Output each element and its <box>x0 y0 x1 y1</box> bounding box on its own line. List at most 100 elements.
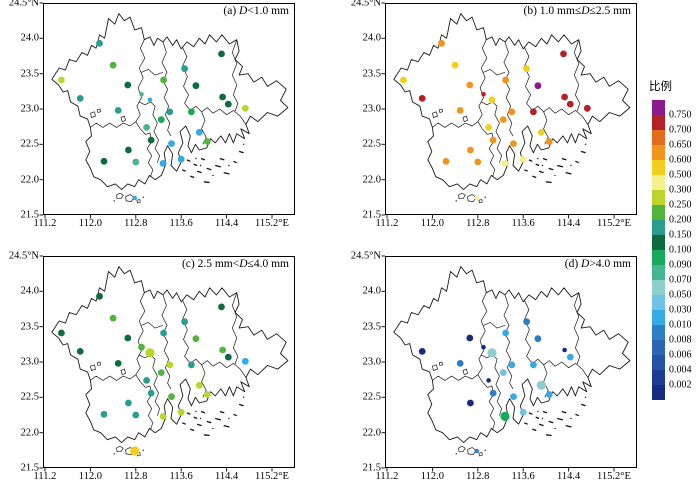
colorbar-segment-emerald <box>652 250 665 265</box>
colorbar-tick-label: 0.100 <box>669 244 692 256</box>
map-island-dot <box>455 453 457 455</box>
map-islet <box>96 108 102 113</box>
station-dot <box>467 146 474 154</box>
colorbar-tick-label: 0.250 <box>669 199 692 211</box>
panel-c-title-pre: (c) 2.5 mm< <box>181 258 240 270</box>
colorbar-segment-blue <box>652 325 665 340</box>
map-city-boundary <box>90 121 137 128</box>
colorbar-tick-label: 0.030 <box>669 304 692 316</box>
y-tick-label: 24.0 <box>362 285 381 297</box>
map-island-dash <box>557 417 564 421</box>
map-island-dash <box>532 175 537 179</box>
station-dot <box>537 128 545 136</box>
map-island-dot <box>570 164 572 167</box>
y-tick-label: 23.0 <box>20 103 39 115</box>
station-dot <box>456 360 464 367</box>
map-city-boundary <box>161 294 172 390</box>
map-island-dot <box>484 449 486 451</box>
panel-c-title-d: D <box>239 258 248 270</box>
colorbar-segment-darkblue <box>652 370 665 385</box>
map-island-dash <box>203 434 210 437</box>
colorbar-tick-label: 0.004 <box>669 364 692 376</box>
map-city-boundary <box>231 39 239 112</box>
station-dot <box>100 157 108 165</box>
map-islet <box>462 115 469 123</box>
map-city-boundary <box>181 299 247 378</box>
station-dot <box>510 393 517 400</box>
station-dot <box>466 81 474 89</box>
x-tick-label: 113.6 <box>511 218 535 229</box>
map-city-boundary <box>141 69 164 76</box>
colorbar-tick-label: 0.500 <box>669 169 692 181</box>
panel-a-title: (a) D<1.0 mm <box>223 5 289 17</box>
station-dot <box>203 391 211 398</box>
map-city-boundary <box>135 121 154 177</box>
map-islet <box>467 447 477 455</box>
panel-d: (d) D>4.0 mm 111.2 112.0 112.8 113.6 114.4 11… <box>351 251 637 482</box>
map-island-dot <box>199 417 202 420</box>
station-dot <box>114 107 122 114</box>
y-tick-label: 24.5°N <box>350 0 381 9</box>
station-dot <box>218 303 225 311</box>
map-island-dash <box>182 169 186 172</box>
station-dot <box>530 108 537 116</box>
map-islet <box>458 445 466 453</box>
map-island-dot <box>584 396 587 398</box>
map-island-dash <box>200 410 206 414</box>
y-tick-label: 24.0 <box>20 285 39 297</box>
station-dot <box>147 136 155 144</box>
station-dot <box>160 329 167 337</box>
y-tick-label: 22.5 <box>20 138 39 150</box>
station-dot <box>486 378 491 383</box>
colorbar-tick-label: 0.010 <box>669 319 692 331</box>
station-dot <box>418 348 426 355</box>
station-dot <box>132 158 140 166</box>
map-island-dash <box>524 169 528 172</box>
map-island-dash <box>538 423 544 427</box>
plot-frame <box>43 3 295 215</box>
panel-b-title-pre: (b) 1.0 mm≤ <box>523 5 582 17</box>
x-tick-label: 114.4 <box>214 218 239 229</box>
station-dot <box>139 91 144 97</box>
map-island-dash <box>215 417 222 421</box>
map-island-dash <box>580 150 586 154</box>
map-island-dash <box>206 420 212 424</box>
x-tick-label: 115.2°E <box>597 218 631 229</box>
panel-d-title-d: D <box>581 258 590 270</box>
station-dot <box>157 369 165 376</box>
map-island-dot <box>554 174 556 177</box>
map-island-dot <box>142 196 144 198</box>
map-island-dash <box>528 159 533 162</box>
map-island-dash <box>206 167 212 171</box>
colorbar-segment-paleyellow <box>652 175 665 190</box>
map-island-dot <box>212 174 214 177</box>
map-island-dash <box>565 424 572 428</box>
station-dot <box>418 95 426 102</box>
map-islet <box>89 111 96 118</box>
map-island-dot <box>484 196 486 198</box>
x-tick-label: 115.2°E <box>255 218 289 229</box>
map-island-dash <box>538 170 544 174</box>
colorbar-segment-darkgreen <box>652 235 665 250</box>
map-island-dot <box>537 410 539 413</box>
map-city-boundary <box>503 294 514 390</box>
map-island-dot <box>195 410 197 413</box>
map-city-boundary <box>139 354 160 416</box>
map-island-dash <box>545 181 552 184</box>
map-island-dash <box>542 157 548 161</box>
station-dot <box>159 160 167 167</box>
station-dot <box>474 195 479 201</box>
map-islet <box>467 194 477 202</box>
y-tick-label: 22.0 <box>362 174 381 186</box>
y-tick-label: 23.5 <box>362 321 381 333</box>
station-dot <box>114 360 122 367</box>
map-islet <box>116 192 124 200</box>
station-dot <box>474 448 479 454</box>
map-island-dot <box>242 396 245 398</box>
station-dot <box>566 100 574 108</box>
map-islet <box>125 194 135 202</box>
map-island-dash <box>190 175 195 179</box>
map-city-boundary <box>573 39 581 112</box>
map-city-boundary <box>477 39 488 122</box>
panel-d-title-pre: (d) <box>564 258 582 270</box>
